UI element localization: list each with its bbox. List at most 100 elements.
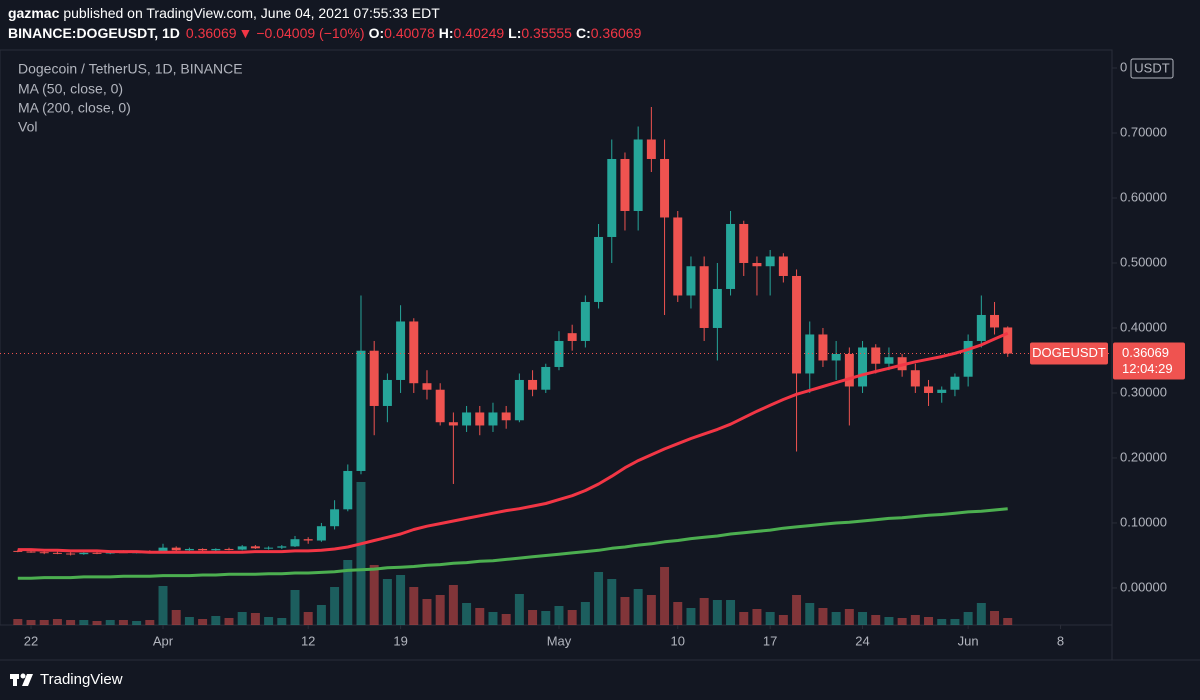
x-tick-label: Jun xyxy=(958,633,979,648)
volume-bar xyxy=(990,611,1000,625)
volume-bar xyxy=(673,602,683,625)
volume-bar xyxy=(554,606,564,625)
volume-bar xyxy=(79,620,89,625)
volume-bar xyxy=(448,585,458,625)
high-label: H: xyxy=(439,25,454,41)
volume-bar xyxy=(752,609,762,625)
user: gazmac xyxy=(8,5,60,21)
legend-ma50: MA (50, close, 0) xyxy=(18,81,123,97)
candle-body xyxy=(594,236,604,302)
candle-body xyxy=(871,347,881,364)
volume-bar xyxy=(567,610,577,625)
ma-line xyxy=(17,507,1008,580)
candle-body xyxy=(514,379,524,421)
candle-body xyxy=(818,334,828,361)
candle-body xyxy=(475,412,485,426)
candle-body xyxy=(198,548,208,551)
high-value: 0.40249 xyxy=(454,25,505,41)
candle-body xyxy=(858,347,868,387)
volume-bar xyxy=(607,579,617,625)
x-tick-label: 22 xyxy=(24,633,38,648)
volume-bar xyxy=(765,612,775,625)
volume-bar xyxy=(52,619,62,625)
x-tick-label: 19 xyxy=(393,633,407,648)
volume-bar xyxy=(858,612,868,625)
volume-bar xyxy=(620,597,630,625)
candle-body xyxy=(52,552,62,554)
volume-bar xyxy=(211,616,221,625)
volume-bar xyxy=(250,613,260,625)
y-tick-label: 0 xyxy=(1120,59,1127,74)
candle-body xyxy=(13,550,23,552)
candle-body xyxy=(528,379,538,390)
x-tick-label: May xyxy=(547,633,572,648)
volume-bar xyxy=(646,595,656,625)
ma-line xyxy=(17,331,1009,554)
volume-bar xyxy=(726,600,736,625)
candle-body xyxy=(937,389,947,393)
volume-bar xyxy=(897,618,907,625)
candle-body xyxy=(910,370,920,387)
publish-line: gazmac published on TradingView.com, June… xyxy=(8,5,440,21)
volume-bar xyxy=(712,600,722,625)
arrow: ▼ xyxy=(239,25,253,41)
candle-body xyxy=(303,539,313,541)
volume-bar xyxy=(277,618,287,625)
volume-bar xyxy=(541,611,551,625)
x-tick-label: 17 xyxy=(763,633,777,648)
symbol-tag-box xyxy=(1030,342,1108,365)
candle-body xyxy=(884,357,894,364)
candle-body xyxy=(739,223,749,263)
volume-bar xyxy=(303,612,313,625)
candle-body xyxy=(778,256,788,276)
currency-box xyxy=(1130,58,1174,79)
candle-body xyxy=(316,526,326,541)
volume-bar xyxy=(105,620,115,625)
candle-body xyxy=(501,412,511,421)
brand: TradingView xyxy=(40,671,123,688)
candle-body xyxy=(422,383,432,390)
candle-body xyxy=(184,548,194,551)
candle-body xyxy=(462,412,472,426)
candle-body xyxy=(976,314,986,341)
open-value: 0.40078 xyxy=(384,25,435,41)
candle-body xyxy=(963,340,973,377)
x-tick-label: 12 xyxy=(301,633,315,648)
candle-body xyxy=(646,139,656,159)
candle-body xyxy=(686,266,696,296)
volume-bar xyxy=(396,575,406,625)
volume-bar xyxy=(528,610,538,625)
y-tick-label: 0.00000 xyxy=(1120,579,1167,594)
candle-body xyxy=(805,334,815,374)
candle-body xyxy=(211,548,221,551)
candle-body xyxy=(250,546,260,549)
candle-body xyxy=(488,412,498,426)
volume-bar xyxy=(805,603,815,625)
candle-body xyxy=(396,321,406,380)
currency: USDT xyxy=(1134,60,1169,75)
candle-body xyxy=(224,548,234,550)
volume-bar xyxy=(435,595,445,625)
volume-bar xyxy=(145,620,155,625)
last-price: 0.36069 xyxy=(186,25,237,41)
logo-part xyxy=(22,674,33,686)
volume-bar xyxy=(158,586,168,625)
legend-volume: Vol xyxy=(18,119,37,135)
plot-area xyxy=(0,49,1113,626)
volume-bar xyxy=(462,603,472,625)
low-label: L: xyxy=(508,25,521,41)
volume-bar xyxy=(488,612,498,625)
candle-body xyxy=(237,546,247,550)
candle-body xyxy=(567,333,577,341)
volume-bar xyxy=(580,602,590,625)
open-label: O: xyxy=(369,25,385,41)
candle-body xyxy=(844,353,854,387)
volume-bar xyxy=(976,603,986,625)
price-tag: 0.36069 xyxy=(1122,345,1169,360)
volume-bar xyxy=(422,599,432,625)
y-tick-label: 0.30000 xyxy=(1120,384,1167,399)
change: −0.04009 (−10%) xyxy=(256,25,364,41)
volume-bar xyxy=(963,612,973,625)
quote-line: BINANCE:DOGEUSDT, 1D 0.36069 ▼ −0.04009 (−1… xyxy=(8,25,642,41)
